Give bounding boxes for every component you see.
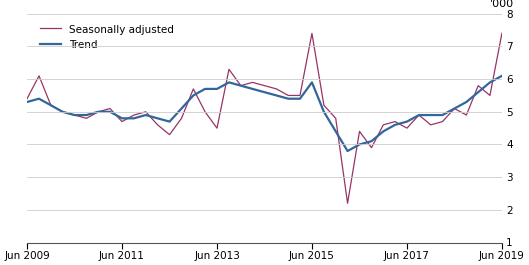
Line: Seasonally adjusted: Seasonally adjusted [27, 33, 502, 203]
Legend: Seasonally adjusted, Trend: Seasonally adjusted, Trend [37, 21, 177, 53]
Line: Trend: Trend [27, 76, 502, 151]
Y-axis label: '000: '000 [490, 0, 514, 9]
